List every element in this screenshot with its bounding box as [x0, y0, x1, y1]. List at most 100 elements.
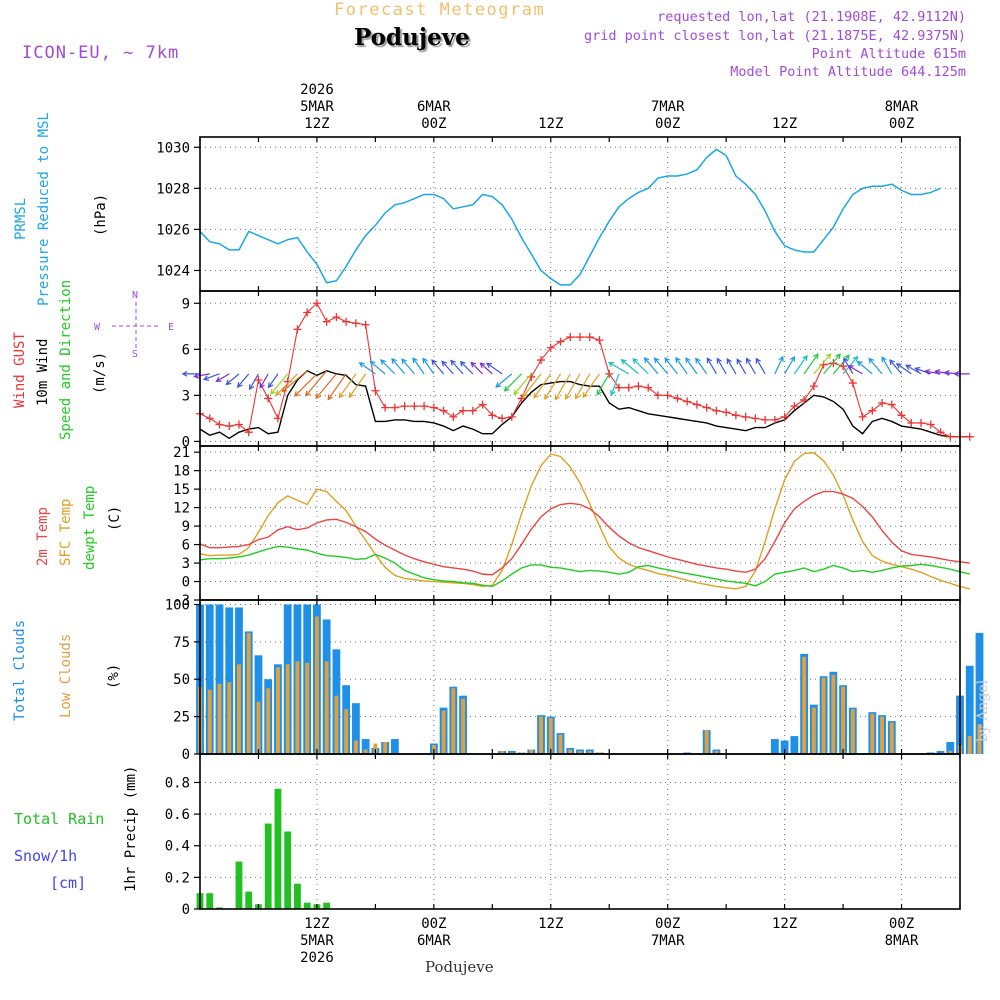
- prmsl-label: PRMSL: [13, 198, 29, 240]
- gust-marker: [692, 400, 701, 409]
- requested-coords: requested lon,lat (21.1908E, 42.9112N): [657, 9, 966, 25]
- bottom-time-label: 12Z: [772, 916, 797, 932]
- wind-arrow: [193, 372, 210, 379]
- total-rain-label: Total Rain: [14, 810, 104, 828]
- gust-marker: [712, 406, 721, 415]
- wind-arrow: [736, 358, 747, 375]
- gust-marker: [731, 411, 740, 420]
- gust-marker: [965, 432, 974, 441]
- total-cloud-bar: [946, 742, 955, 754]
- gust-marker: [342, 317, 351, 326]
- low-cloud-bar: [821, 677, 826, 754]
- rain-bar: [264, 823, 272, 909]
- wind-arrow: [422, 357, 435, 375]
- low-cloud-bar: [548, 718, 553, 754]
- wind-arrow: [401, 358, 415, 375]
- temp-ytick-label: -3: [173, 593, 190, 609]
- wind-arrow: [868, 357, 883, 375]
- wind-arrow: [431, 359, 445, 375]
- wind-arrow: [479, 362, 493, 375]
- wind-arrow: [774, 355, 784, 375]
- pressure-ytick-label: 1028: [156, 181, 190, 197]
- low-cloud-bar: [353, 740, 358, 754]
- low-cloud-bar: [529, 749, 534, 754]
- wind-arrow: [485, 362, 503, 375]
- gust-marker: [507, 412, 516, 421]
- wind-ytick-label: 3: [182, 388, 190, 404]
- gust-marker: [312, 299, 321, 308]
- forecast-title-faded: Forecast Meteogram: [334, 0, 546, 20]
- clouds-unit-label: (%): [106, 664, 122, 689]
- gust-marker: [254, 376, 263, 385]
- wind-arrow: [215, 373, 230, 382]
- gust-marker: [517, 394, 526, 403]
- wind-arrow: [554, 373, 571, 401]
- gust-marker: [488, 411, 497, 420]
- gust-marker: [800, 395, 809, 404]
- wind-arrow: [582, 373, 600, 399]
- precip-unit-label: 1hr Precip (mm): [123, 766, 139, 892]
- low-cloud-bar: [461, 698, 466, 754]
- gust-marker: [293, 325, 302, 334]
- gust-marker: [780, 412, 789, 421]
- gust-marker: [741, 412, 750, 421]
- snow-unit-label: [cm]: [50, 874, 86, 892]
- low-cloud-bar: [802, 656, 807, 754]
- wind-speed-line: [199, 369, 970, 440]
- low-cloud-bar: [276, 667, 280, 754]
- low-cloud-bar: [948, 751, 953, 754]
- total-cloud-bar: [936, 751, 945, 754]
- compass-n: N: [132, 290, 138, 301]
- precip-ytick-label: 0.2: [165, 870, 190, 886]
- pressure-ytick-label: 1026: [156, 222, 190, 238]
- gust-marker: [946, 432, 955, 441]
- top-time-label: 7MAR: [651, 99, 685, 115]
- gust-marker: [868, 406, 877, 415]
- gust-marker: [322, 317, 331, 326]
- top-time-label: 2026: [300, 82, 334, 98]
- bottom-time-label: 8MAR: [885, 933, 919, 949]
- wind-arrow: [513, 373, 532, 396]
- wind-arrow: [607, 361, 630, 375]
- wind-gust-line: [199, 302, 970, 438]
- precip-ytick-label: 0.4: [165, 839, 190, 855]
- gust-marker: [459, 406, 468, 415]
- low-cloud-bar: [334, 695, 339, 754]
- bottom-time-label: 5MAR: [300, 933, 334, 949]
- low-cloud-bar: [383, 742, 388, 754]
- wind-arrow: [574, 373, 591, 400]
- rain-bar: [206, 893, 214, 909]
- wind-arrow: [564, 373, 581, 400]
- temp-ytick-label: 15: [173, 482, 190, 498]
- wind-arrow: [470, 361, 483, 375]
- compass-rose: N S W E: [94, 290, 174, 360]
- wind-arrow: [249, 373, 259, 391]
- low-cloud-bar: [977, 724, 982, 754]
- low-cloud-bar: [704, 730, 709, 754]
- dewpt-line: [199, 545, 970, 588]
- low-cloud-bar: [363, 749, 368, 754]
- top-time-label: 00Z: [655, 116, 680, 132]
- wind-arrow: [793, 354, 808, 375]
- wind-arrow: [823, 353, 841, 375]
- pressure-line: [199, 148, 941, 286]
- t2m-line: [199, 490, 970, 576]
- wind-arrow: [905, 364, 922, 375]
- top-time-label: 00Z: [421, 116, 446, 132]
- temp-ytick-label: 3: [182, 556, 190, 572]
- gust-marker: [653, 391, 662, 400]
- temp-ytick-label: 21: [173, 445, 190, 461]
- gust-marker: [361, 320, 370, 329]
- wind-arrow: [914, 366, 931, 375]
- wind-ytick-label: 9: [182, 296, 190, 312]
- clouds-ytick-label: 100: [165, 597, 190, 613]
- wind-10m-label: 10m Wind: [35, 339, 51, 406]
- wind-arrow: [643, 356, 659, 375]
- rain-bar: [274, 788, 282, 909]
- gust-marker: [273, 414, 282, 423]
- gust-marker: [770, 415, 779, 424]
- gust-marker: [848, 379, 857, 388]
- wind-arrow: [726, 357, 737, 375]
- gust-marker: [576, 333, 584, 342]
